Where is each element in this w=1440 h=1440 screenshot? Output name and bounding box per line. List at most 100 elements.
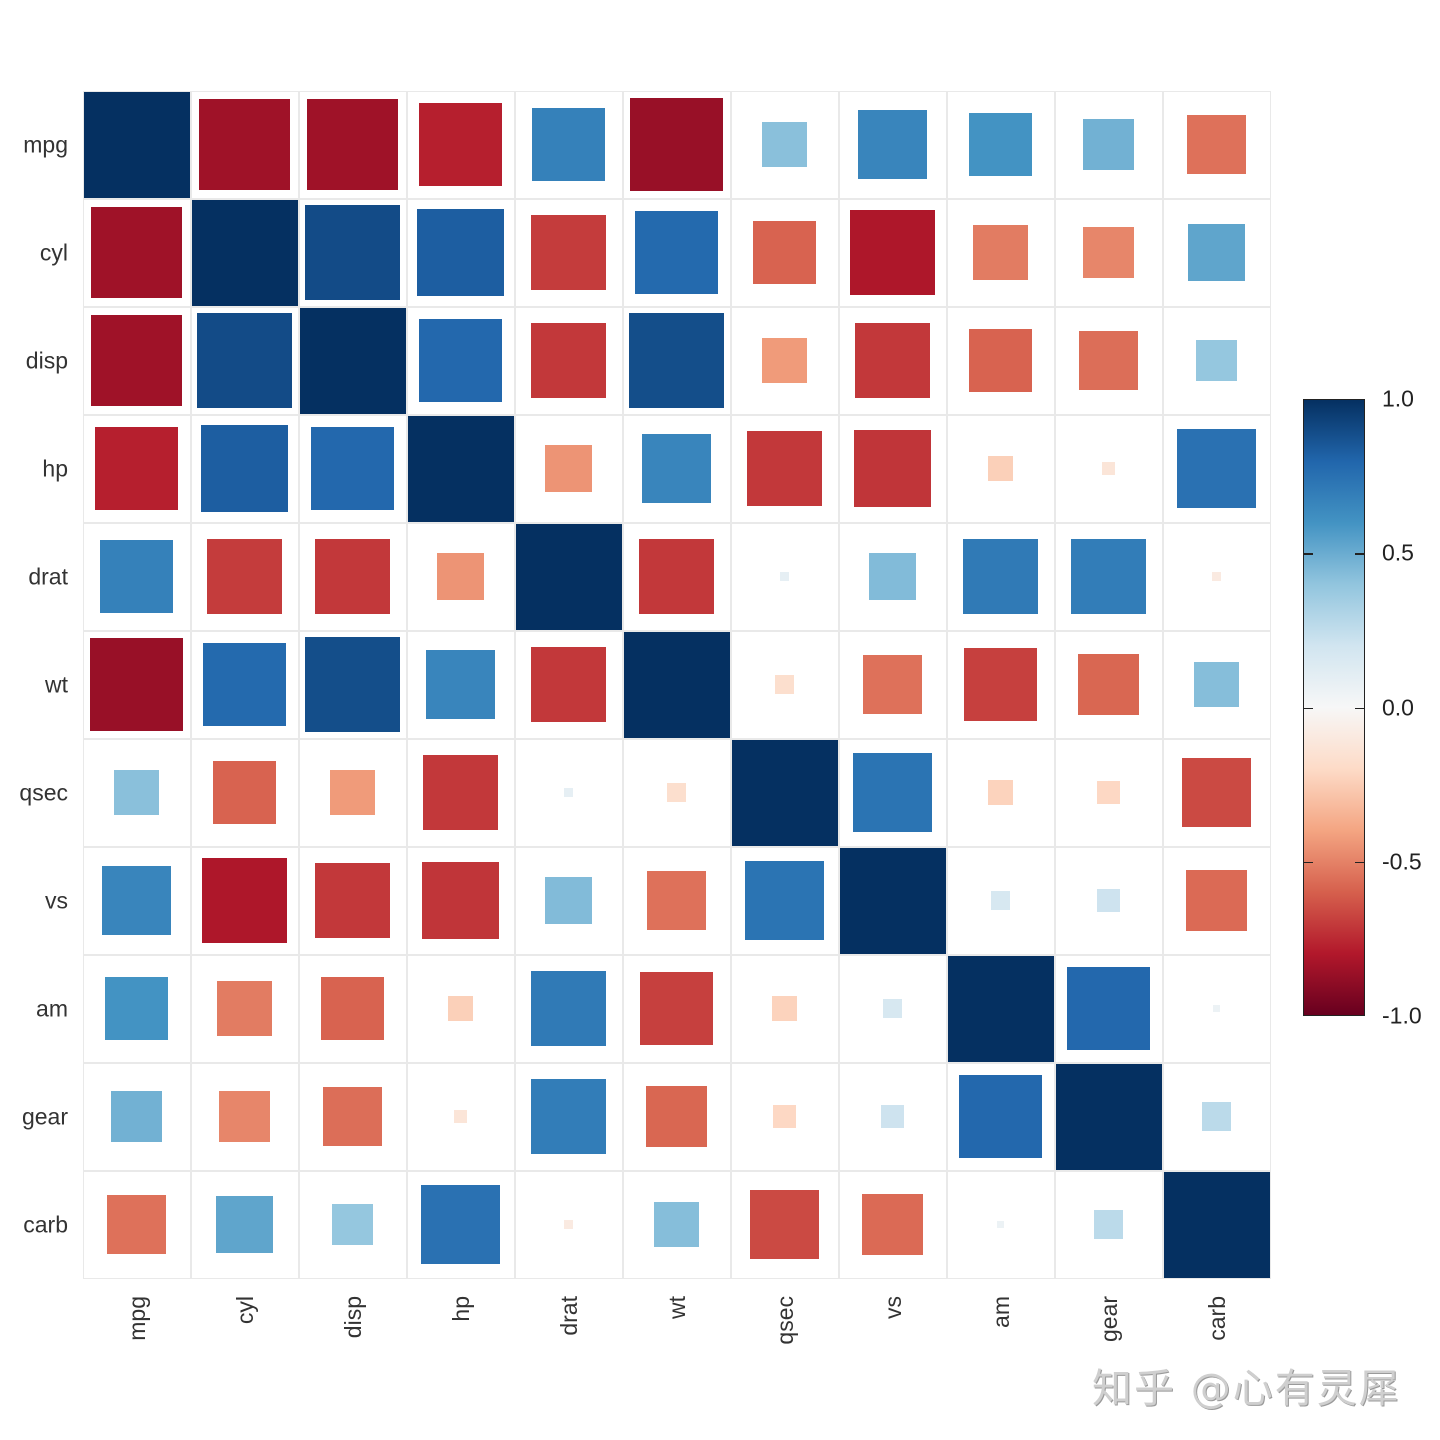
- heatmap-cell: [623, 631, 731, 739]
- correlation-square: [1211, 571, 1222, 582]
- heatmap-cell: [191, 847, 299, 955]
- row-label: gear: [21, 1103, 68, 1130]
- correlation-square: [962, 538, 1039, 615]
- correlation-square: [639, 971, 714, 1046]
- heatmap-cell: [731, 1171, 839, 1279]
- correlation-square: [314, 538, 391, 615]
- heatmap-cell: [299, 199, 407, 307]
- heatmap-cell: [947, 91, 1055, 199]
- correlation-square: [1097, 889, 1120, 912]
- correlation-square: [969, 329, 1032, 392]
- row-label: vs: [45, 887, 68, 914]
- colorbar-tick: [1355, 553, 1365, 555]
- heatmap-cell: [83, 415, 191, 523]
- heatmap-cell: [1163, 199, 1271, 307]
- heatmap-cell: [1055, 199, 1163, 307]
- correlation-square: [83, 91, 190, 198]
- heatmap-cell: [839, 1063, 947, 1171]
- heatmap-cell: [515, 415, 623, 523]
- correlation-square: [563, 787, 574, 798]
- heatmap-cell: [515, 955, 623, 1063]
- correlation-square: [1097, 781, 1120, 804]
- heatmap-cell: [947, 1171, 1055, 1279]
- row-label: qsec: [19, 779, 68, 806]
- heatmap-cell: [515, 523, 623, 631]
- correlation-square: [638, 538, 715, 615]
- correlation-square: [531, 215, 606, 290]
- heatmap-cell: [839, 631, 947, 739]
- correlation-square: [1077, 653, 1140, 716]
- watermark-text: 知乎 @心有灵犀: [1092, 1366, 1401, 1412]
- heatmap-cell: [299, 307, 407, 415]
- heatmap-cell: [623, 91, 731, 199]
- correlation-square: [630, 98, 723, 191]
- correlation-square: [1055, 1063, 1162, 1170]
- correlation-square: [883, 999, 902, 1018]
- row-label: am: [36, 995, 68, 1022]
- heatmap-cell: [947, 199, 1055, 307]
- correlation-square: [1071, 539, 1146, 614]
- correlation-square: [91, 207, 182, 298]
- correlation-square: [1213, 1005, 1220, 1012]
- colorbar-tick-label: -0.5: [1382, 848, 1422, 875]
- heatmap-cell: [1055, 1063, 1163, 1171]
- correlation-square: [201, 857, 288, 944]
- correlation-square: [1094, 1210, 1123, 1239]
- heatmap-cell: [1055, 847, 1163, 955]
- correlation-square: [773, 1105, 796, 1128]
- column-label: gear: [1096, 1296, 1122, 1343]
- heatmap-cell: [839, 955, 947, 1063]
- correlation-square: [563, 1219, 574, 1230]
- correlation-square: [1082, 226, 1135, 279]
- heatmap-cell: [1055, 91, 1163, 199]
- heatmap-cell: [299, 523, 407, 631]
- heatmap-cell: [191, 1171, 299, 1279]
- heatmap-cell: [623, 955, 731, 1063]
- correlation-square: [95, 427, 178, 510]
- colorbar-tick-label: 1.0: [1382, 385, 1414, 412]
- column-label: mpg: [124, 1296, 150, 1341]
- heatmap-cell: [407, 955, 515, 1063]
- heatmap-cell: [731, 199, 839, 307]
- row-label: cyl: [39, 239, 68, 266]
- heatmap-cell: [623, 415, 731, 523]
- column-label: hp: [448, 1296, 474, 1322]
- correlation-square: [420, 1184, 501, 1265]
- correlation-square: [213, 761, 276, 824]
- column-label: vs: [880, 1296, 906, 1319]
- correlation-square: [988, 780, 1013, 805]
- heatmap-cell: [407, 523, 515, 631]
- heatmap-cell: [947, 307, 1055, 415]
- correlation-square: [629, 313, 724, 408]
- correlation-square: [1083, 119, 1134, 170]
- heatmap-cell: [515, 307, 623, 415]
- heatmap-cell: [839, 739, 947, 847]
- correlation-square: [329, 769, 376, 816]
- heatmap-cell: [731, 1063, 839, 1171]
- heatmap-cell: [623, 739, 731, 847]
- heatmap-cell: [731, 631, 839, 739]
- correlation-square: [91, 315, 182, 406]
- heatmap-cell: [515, 199, 623, 307]
- heatmap-cell: [83, 1171, 191, 1279]
- correlation-square: [447, 995, 474, 1022]
- correlation-square: [1066, 966, 1151, 1051]
- correlation-square: [100, 540, 173, 613]
- correlation-square: [958, 1074, 1043, 1159]
- correlation-square: [1078, 330, 1139, 391]
- heatmap-cell: [83, 91, 191, 199]
- heatmap-cell: [947, 739, 1055, 847]
- correlation-square: [196, 312, 293, 409]
- correlation-square: [199, 99, 290, 190]
- heatmap-cell: [1055, 955, 1163, 1063]
- heatmap-cell: [623, 199, 731, 307]
- correlation-square: [200, 424, 289, 513]
- column-label: am: [988, 1296, 1014, 1328]
- correlation-square: [968, 112, 1033, 177]
- heatmap-cell: [947, 955, 1055, 1063]
- heatmap-cell: [407, 847, 515, 955]
- heatmap-cell: [1055, 415, 1163, 523]
- heatmap-cell: [83, 847, 191, 955]
- correlation-square: [299, 307, 406, 414]
- correlation-square: [531, 1079, 606, 1154]
